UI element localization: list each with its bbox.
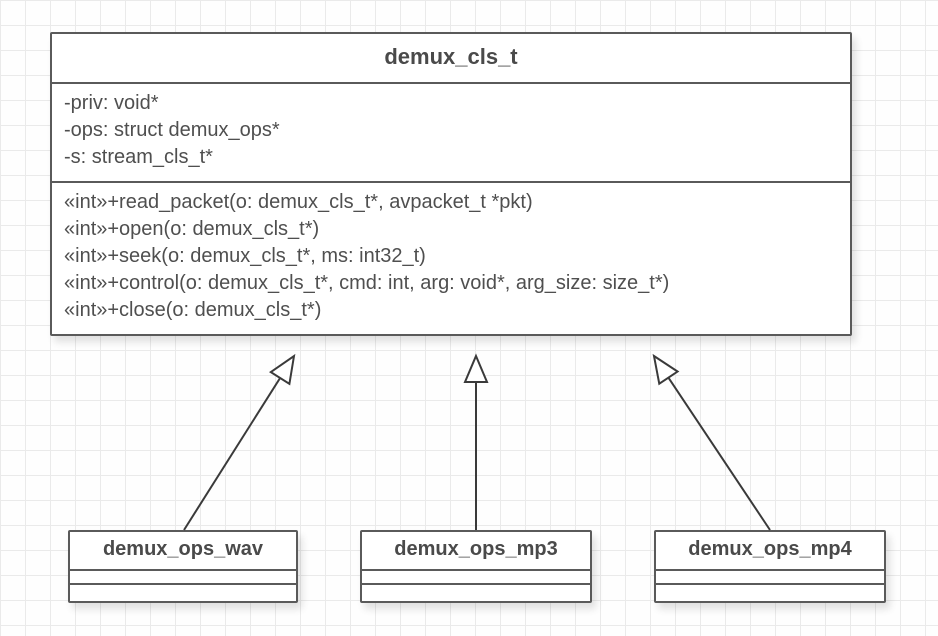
subclass-empty-section	[362, 585, 590, 601]
subclass-empty-section	[656, 571, 884, 585]
subclass-empty-section	[70, 571, 296, 585]
diagram-canvas: demux_cls_t -priv: void*-ops: struct dem…	[0, 0, 938, 636]
class-demux-cls-t: demux_cls_t -priv: void*-ops: struct dem…	[50, 32, 852, 336]
subclass-title: demux_ops_mp3	[362, 532, 590, 571]
class-operation: «int»+open(o: demux_cls_t*)	[64, 216, 838, 243]
class-operation: «int»+close(o: demux_cls_t*)	[64, 297, 838, 324]
subclass-demux-ops-wav: demux_ops_wav	[68, 530, 298, 603]
class-title: demux_cls_t	[52, 34, 850, 84]
subclass-demux-ops-mp4: demux_ops_mp4	[654, 530, 886, 603]
subclass-title: demux_ops_wav	[70, 532, 296, 571]
class-operation: «int»+seek(o: demux_cls_t*, ms: int32_t)	[64, 243, 838, 270]
class-attributes: -priv: void*-ops: struct demux_ops*-s: s…	[52, 84, 850, 183]
class-attribute: -priv: void*	[64, 90, 838, 117]
class-operation: «int»+control(o: demux_cls_t*, cmd: int,…	[64, 270, 838, 297]
subclass-empty-section	[70, 585, 296, 601]
subclass-title: demux_ops_mp4	[656, 532, 884, 571]
class-operations: «int»+read_packet(o: demux_cls_t*, avpac…	[52, 183, 850, 334]
class-attribute: -ops: struct demux_ops*	[64, 117, 838, 144]
subclass-empty-section	[656, 585, 884, 601]
subclass-empty-section	[362, 571, 590, 585]
class-attribute: -s: stream_cls_t*	[64, 144, 838, 171]
class-operation: «int»+read_packet(o: demux_cls_t*, avpac…	[64, 189, 838, 216]
subclass-demux-ops-mp3: demux_ops_mp3	[360, 530, 592, 603]
